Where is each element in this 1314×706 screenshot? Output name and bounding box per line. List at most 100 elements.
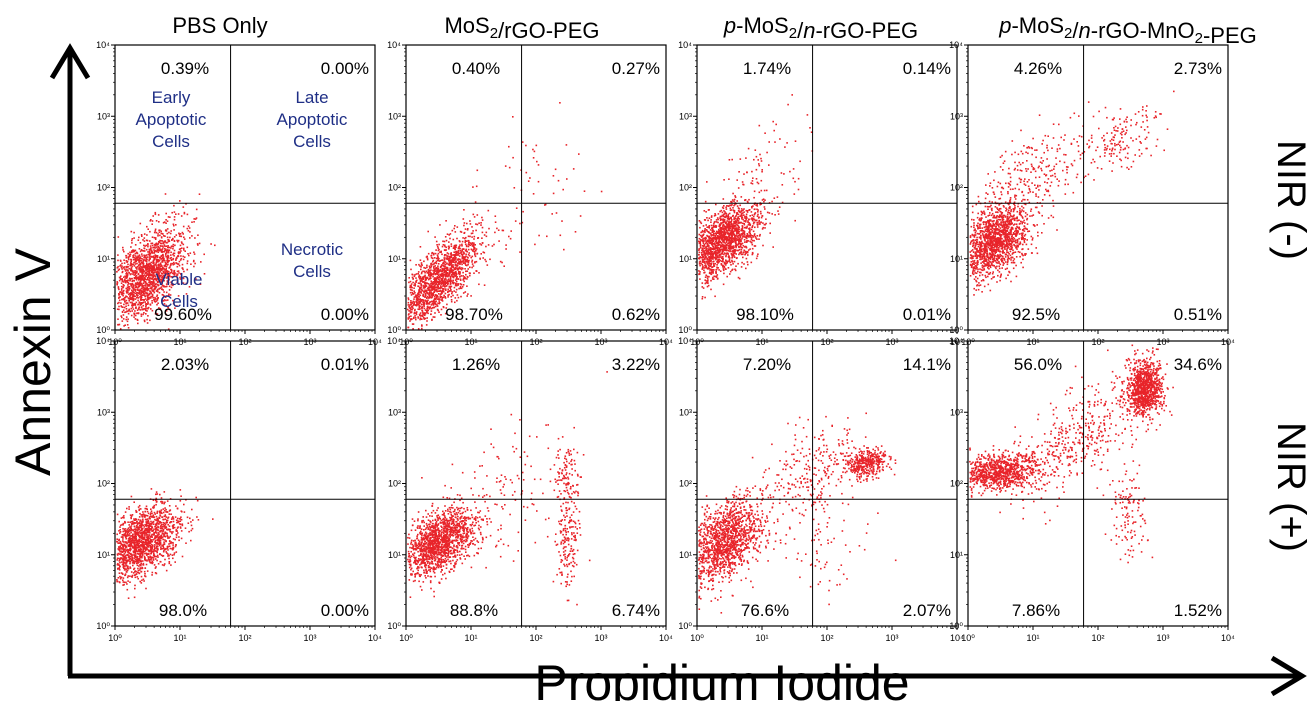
data-point xyxy=(702,245,704,247)
data-point xyxy=(762,215,764,217)
data-point xyxy=(710,234,712,236)
data-point xyxy=(475,223,477,225)
data-point xyxy=(432,261,434,263)
data-point xyxy=(757,205,759,207)
data-point xyxy=(187,263,189,265)
data-point xyxy=(410,292,412,294)
data-point xyxy=(440,285,442,287)
data-point xyxy=(428,286,430,288)
data-point xyxy=(418,286,420,288)
y-tick-label: 10⁴ xyxy=(96,40,110,50)
upper-right-percent: 0.00% xyxy=(321,59,369,78)
data-point xyxy=(717,250,719,252)
data-point xyxy=(183,248,185,250)
data-point xyxy=(204,273,206,275)
data-point xyxy=(463,284,465,286)
data-point xyxy=(462,286,464,288)
data-point xyxy=(435,301,437,303)
data-point xyxy=(420,295,422,297)
data-point xyxy=(450,286,452,288)
x-tick-label: 10² xyxy=(820,337,833,347)
data-point xyxy=(432,288,434,290)
data-point xyxy=(459,248,461,250)
data-point xyxy=(793,168,795,170)
data-point xyxy=(756,156,758,158)
data-point xyxy=(736,257,738,259)
x-tick-label: 10¹ xyxy=(464,337,477,347)
data-point xyxy=(723,273,725,275)
data-point xyxy=(749,231,751,233)
data-point xyxy=(510,238,512,240)
data-point xyxy=(713,246,715,248)
data-point xyxy=(713,241,715,243)
data-point xyxy=(468,240,470,242)
data-point xyxy=(704,267,706,269)
data-point xyxy=(467,228,469,230)
data-point xyxy=(731,229,733,231)
data-point xyxy=(716,269,718,271)
data-point xyxy=(725,268,727,270)
data-point xyxy=(137,304,139,306)
data-point xyxy=(440,283,442,285)
data-point xyxy=(703,287,705,289)
data-point xyxy=(180,259,182,261)
data-point xyxy=(720,228,722,230)
data-point xyxy=(421,310,423,312)
data-point xyxy=(147,240,149,242)
data-point xyxy=(727,261,729,263)
data-point xyxy=(729,251,731,253)
data-point xyxy=(578,153,580,155)
data-point xyxy=(698,241,700,243)
data-point xyxy=(127,318,129,320)
data-point xyxy=(475,230,477,232)
data-point xyxy=(751,237,753,239)
data-point xyxy=(133,303,135,305)
data-point xyxy=(151,265,153,267)
data-point xyxy=(735,246,737,248)
data-point xyxy=(158,267,160,269)
data-point xyxy=(729,273,731,275)
data-point xyxy=(423,300,425,302)
data-point xyxy=(419,287,421,289)
data-point xyxy=(730,221,732,223)
data-point xyxy=(522,211,524,213)
data-point xyxy=(147,296,149,298)
data-point xyxy=(426,267,428,269)
data-point xyxy=(730,232,732,234)
data-point xyxy=(745,157,747,159)
quadrant-label-early: Apoptotic xyxy=(136,110,207,129)
data-point xyxy=(772,246,774,248)
data-point xyxy=(429,290,431,292)
data-point xyxy=(158,243,160,245)
data-point xyxy=(455,257,457,259)
data-point xyxy=(424,303,426,305)
data-point xyxy=(731,242,733,244)
data-point xyxy=(149,251,151,253)
data-point xyxy=(156,255,158,257)
data-point xyxy=(445,289,447,291)
data-point xyxy=(159,240,161,242)
data-point xyxy=(474,244,476,246)
data-point xyxy=(702,296,704,298)
data-point xyxy=(713,256,715,258)
data-point xyxy=(143,305,145,307)
data-point xyxy=(415,319,417,321)
data-point xyxy=(704,261,706,263)
data-point xyxy=(128,327,130,329)
data-point xyxy=(128,294,130,296)
data-point xyxy=(164,244,166,246)
upper-right-percent: 0.14% xyxy=(903,59,951,78)
data-point xyxy=(468,252,470,254)
data-point xyxy=(178,213,180,215)
data-point xyxy=(152,247,154,249)
data-point xyxy=(709,259,711,261)
data-point xyxy=(1006,250,1008,252)
data-point xyxy=(712,271,714,273)
data-point xyxy=(432,276,434,278)
data-point xyxy=(738,214,740,216)
data-point xyxy=(435,249,437,251)
data-point xyxy=(764,206,766,208)
data-point xyxy=(146,263,148,265)
data-point xyxy=(446,255,448,257)
data-point xyxy=(437,302,439,304)
